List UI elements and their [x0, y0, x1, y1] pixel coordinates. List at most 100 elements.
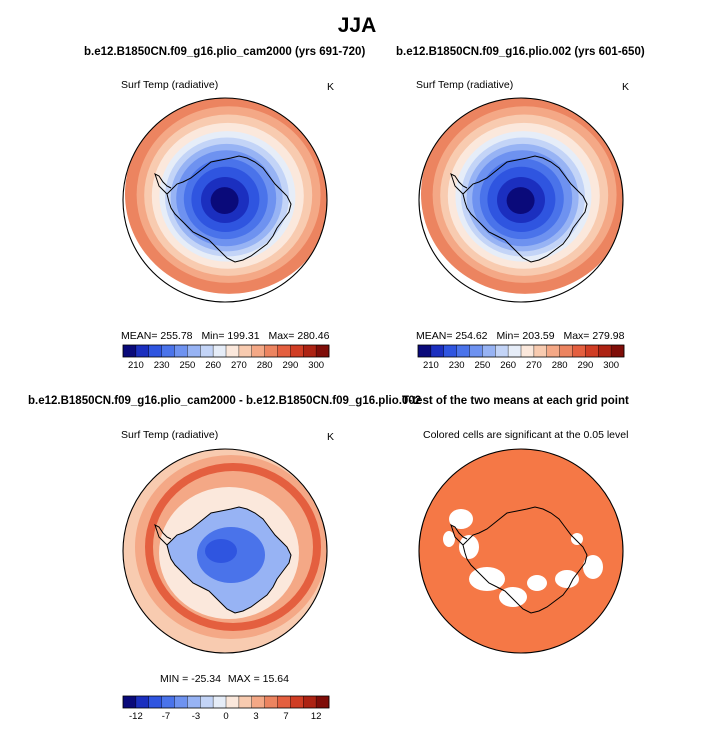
- panel-3-coastline: [166, 506, 292, 614]
- panel-4-insignificant-patch: [469, 567, 505, 591]
- panel-2-boundary: [418, 97, 624, 303]
- panel-1-mean-label: MEAN=: [121, 330, 158, 342]
- panel-1-title: b.e12.B1850CN.f09_g16.plio_cam2000 (yrs …: [84, 46, 366, 58]
- panel-2-peninsula: [450, 173, 468, 195]
- panel-1-field: [125, 98, 327, 294]
- panel-4-peninsula: [450, 524, 468, 546]
- colorbar-3-tick-label: -7: [162, 711, 170, 722]
- panel-2-mean-value: 254.62: [455, 330, 488, 342]
- colorbar-1-swatch: [200, 345, 214, 357]
- panel-1-stats: MEAN= 255.78 Min= 199.31 Max= 280.46: [121, 330, 329, 342]
- colorbar-1-tick-label: 300: [308, 360, 324, 371]
- panel-4-polar-map: [418, 448, 624, 654]
- panel-1-peninsula: [154, 173, 172, 195]
- colorbar-3-swatch: [251, 696, 265, 708]
- panel-4-significant-area: [419, 449, 623, 653]
- colorbar-1-tick-label: 230: [154, 360, 170, 371]
- colorbar-1-swatch: [135, 345, 150, 357]
- panel-2-max-label: Max=: [563, 330, 590, 342]
- panel-1-coastline: [166, 155, 292, 263]
- panel-1-colorbar: 210 230 250 260 270 280 290 300: [122, 344, 330, 371]
- colorbar-2-swatch: [508, 345, 522, 357]
- colorbar-1-swatch: [303, 345, 317, 357]
- colorbar-2-swatch: [430, 345, 445, 357]
- colorbar-3-swatch: [226, 696, 240, 708]
- panel-2-field: [421, 98, 623, 294]
- colorbar-3-swatch: [123, 696, 137, 708]
- panel-4-insignificant-patch: [449, 509, 473, 529]
- colorbar-1-tick-label: 290: [282, 360, 298, 371]
- colorbar-1-swatch: [251, 345, 265, 357]
- colorbar-2-swatch: [572, 345, 586, 357]
- panel-4-insignificant-patch: [443, 531, 455, 547]
- panel-2-mean-label: MEAN=: [416, 330, 453, 342]
- colorbar-3-tick-label: 12: [311, 711, 322, 722]
- panel-3-min-label: MIN =: [160, 673, 189, 685]
- colorbar-2-swatch: [533, 345, 548, 357]
- colorbar-3-swatch: [238, 696, 253, 708]
- colorbar-1-swatch: [123, 345, 137, 357]
- panel-3-units: K: [327, 431, 335, 443]
- colorbar-3-tick-label: -3: [192, 711, 200, 722]
- colorbar-3-tick-label: 7: [283, 711, 288, 722]
- colorbar-3-tick-label: 3: [253, 711, 258, 722]
- panel-1-contour-band: [210, 187, 239, 215]
- panel-4-title: T-test of the two means at each grid poi…: [402, 395, 629, 407]
- panel-2-contour-band: [506, 187, 535, 215]
- colorbar-2-swatch: [495, 345, 509, 357]
- colorbar-1-swatch: [316, 345, 330, 357]
- panel-4-subtitle: Colored cells are significant at the 0.0…: [423, 429, 629, 441]
- panel-4-insignificant-patch: [527, 575, 547, 591]
- colorbar-3-swatch: [187, 696, 201, 708]
- panel-3-field: [123, 449, 327, 653]
- panel-1-max-label: Max=: [268, 330, 295, 342]
- panel-2-coastline: [462, 155, 588, 263]
- panel-4-boundary: [418, 448, 624, 654]
- colorbar-1-swatch: [148, 345, 162, 357]
- colorbar-1-swatch: [290, 345, 304, 357]
- colorbar-1-tick-label: 210: [128, 360, 144, 371]
- colorbar-2-swatch: [469, 345, 483, 357]
- colorbar-2-tick-label: 270: [526, 360, 542, 371]
- colorbar-2-swatch: [598, 345, 612, 357]
- colorbar-1-swatch: [161, 345, 175, 357]
- colorbar-1-swatch: [174, 345, 188, 357]
- panel-1-units: K: [327, 81, 335, 93]
- colorbar-1-swatch: [264, 345, 278, 357]
- panel-2-polar-map: [418, 97, 624, 303]
- colorbar-3-swatch: [264, 696, 278, 708]
- panel-2-min-label: Min=: [496, 330, 520, 342]
- colorbar-3-swatch: [135, 696, 150, 708]
- panel-2-min-value: 203.59: [522, 330, 555, 342]
- panel-2-title: b.e12.B1850CN.f09_g16.plio.002 (yrs 601-…: [396, 46, 645, 58]
- colorbar-2-tick-label: 250: [474, 360, 490, 371]
- colorbar-2-swatch: [559, 345, 573, 357]
- panel-3-max-label: MAX =: [227, 673, 260, 685]
- colorbar-2-swatch: [585, 345, 599, 357]
- panel-1-min-value: 199.31: [227, 330, 260, 342]
- colorbar-1-swatch: [213, 345, 227, 357]
- colorbar-3-tick-label: 0: [223, 711, 228, 722]
- panel-3-cool-core: [205, 539, 237, 563]
- panel-4-insignificant-patch: [571, 533, 583, 545]
- panel-3-stats: MIN = -25.34 MAX = 15.64: [160, 673, 289, 685]
- colorbar-2-swatch: [456, 345, 470, 357]
- panel-1-min-label: Min=: [201, 330, 225, 342]
- colorbar-1-swatch: [187, 345, 201, 357]
- panel-4-insignificant-patch: [555, 570, 579, 588]
- colorbar-2-tick-label: 260: [500, 360, 516, 371]
- colorbar-3-tick-label: -12: [129, 711, 143, 722]
- colorbar-1-tick-label: 270: [231, 360, 247, 371]
- panel-3-title: b.e12.B1850CN.f09_g16.plio_cam2000 - b.e…: [28, 395, 422, 407]
- colorbar-3-swatch: [148, 696, 162, 708]
- colorbar-3-swatch: [161, 696, 175, 708]
- panel-3-peninsula: [154, 524, 172, 546]
- colorbar-1-swatch: [238, 345, 253, 357]
- panel-4-coastline: [462, 506, 588, 614]
- colorbar-3-swatch: [277, 696, 291, 708]
- colorbar-2-swatch: [443, 345, 457, 357]
- panel-2-max-value: 279.98: [592, 330, 625, 342]
- colorbar-2-swatch: [611, 345, 625, 357]
- colorbar-2-swatch: [418, 345, 432, 357]
- colorbar-1-swatch: [277, 345, 291, 357]
